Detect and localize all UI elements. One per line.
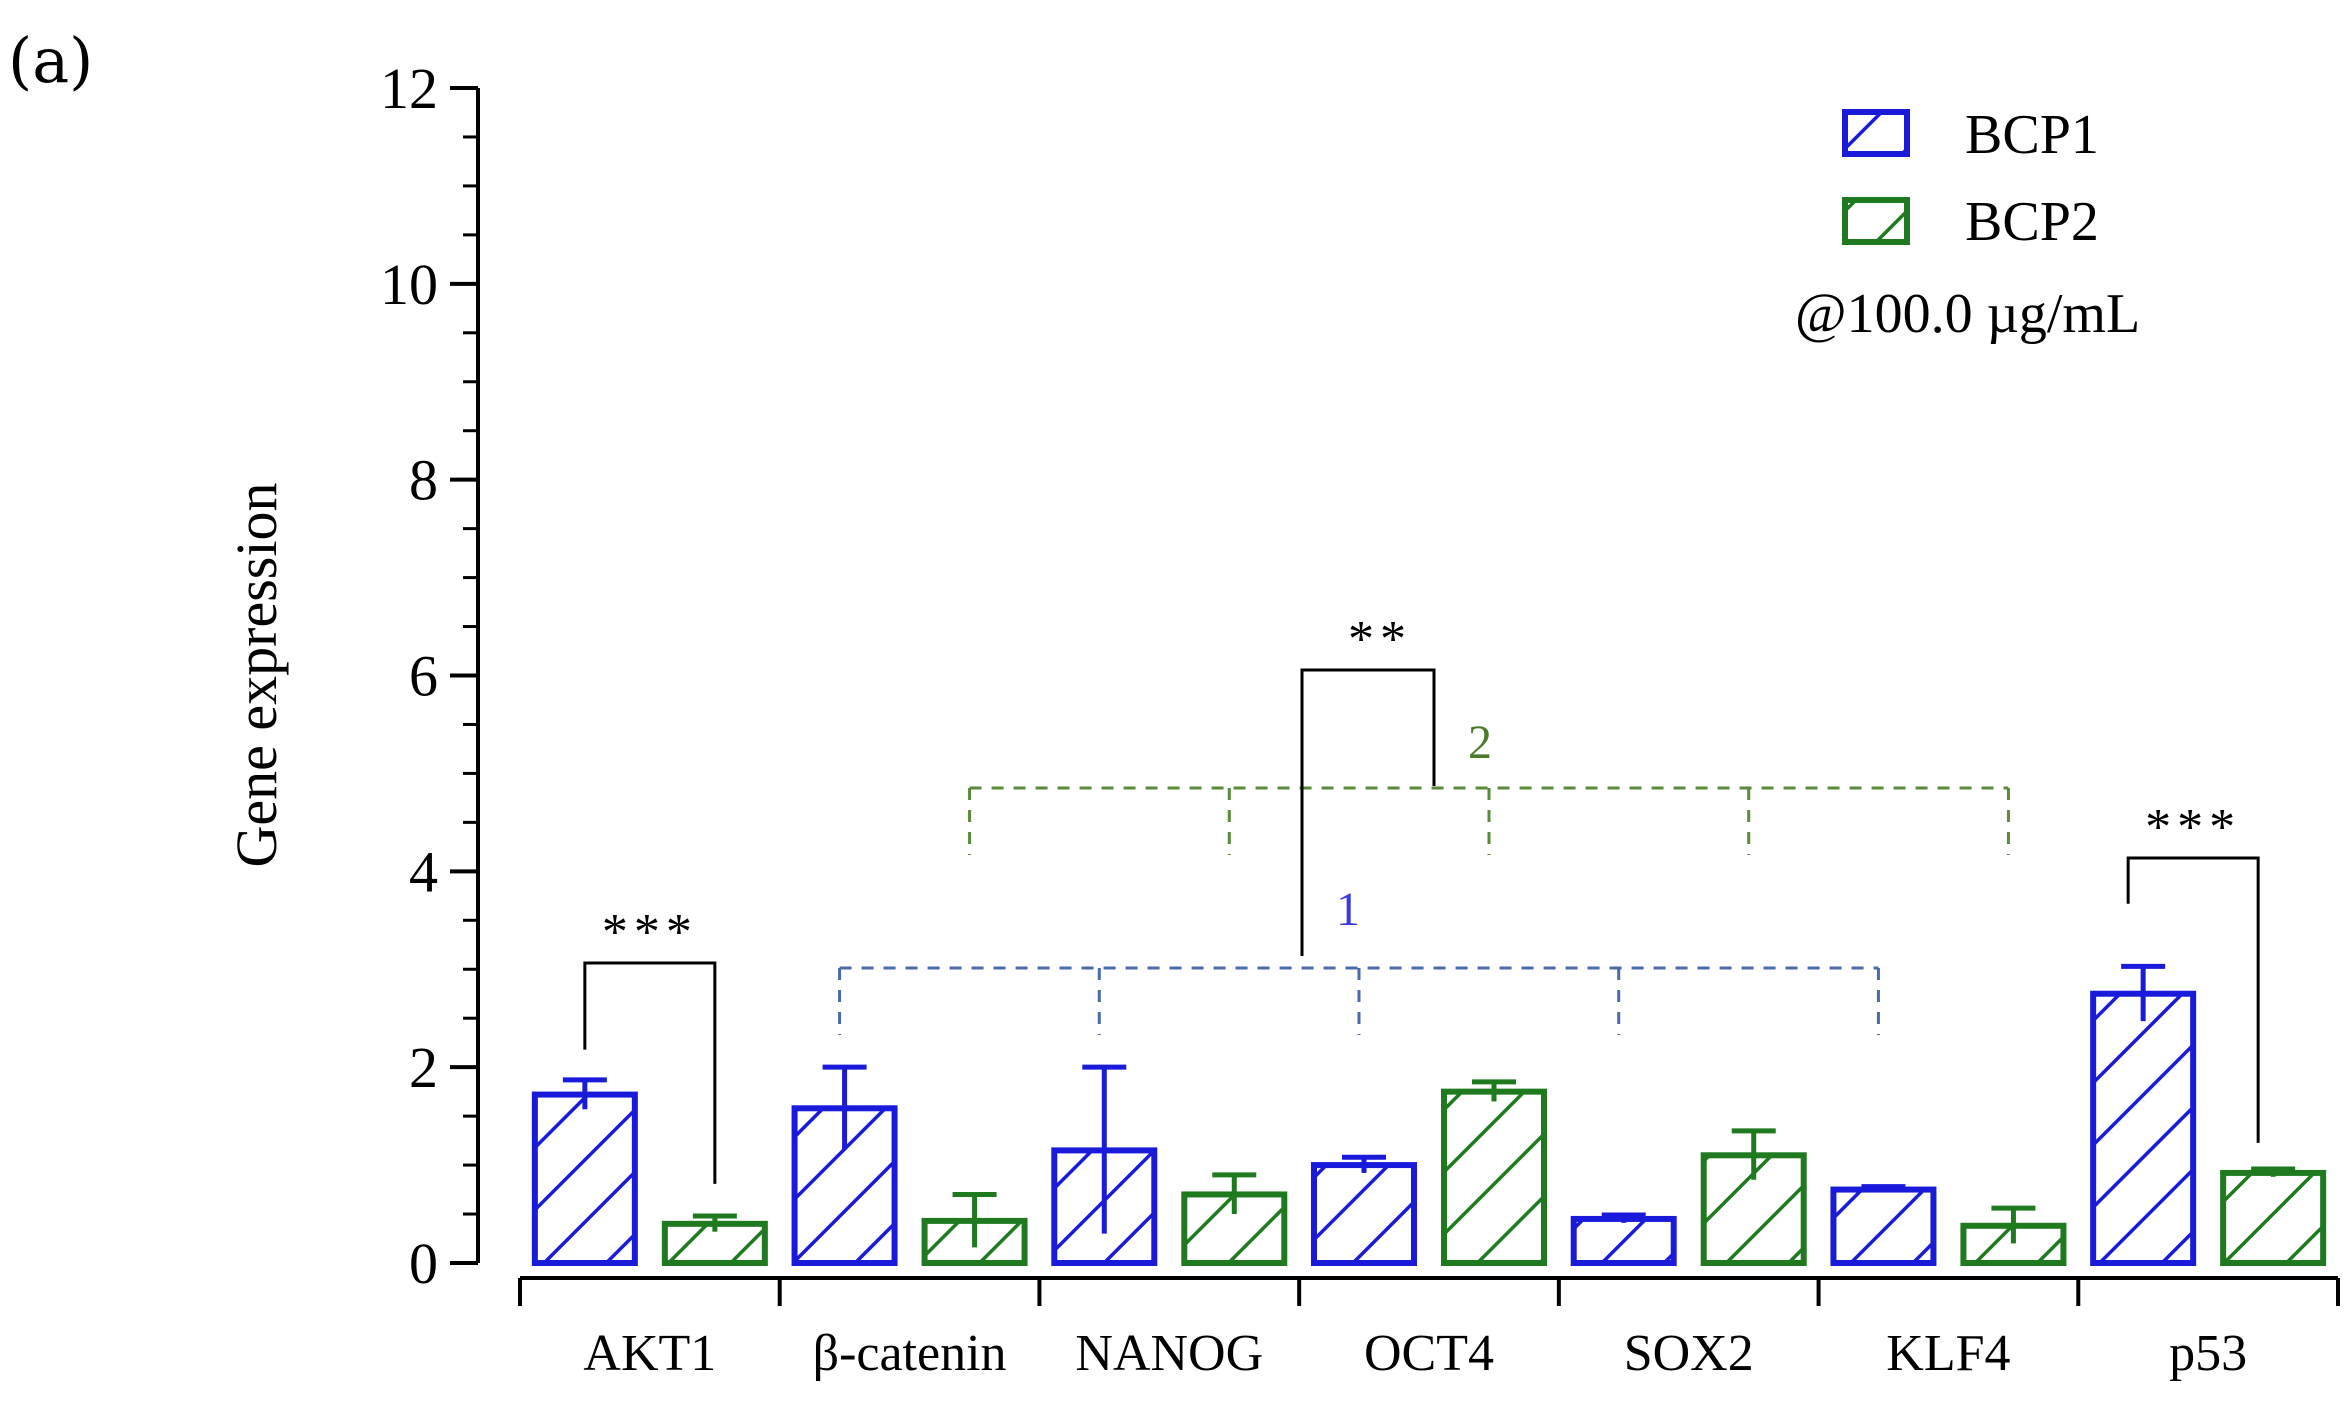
bars-layer <box>531 963 2327 1267</box>
legend-note: @100.0 µg/mL <box>1795 283 2140 345</box>
bar-bcp2-oct4 <box>1441 1088 1547 1267</box>
annotations-layer: 12******** <box>583 611 2260 1184</box>
y-tick-label: 0 <box>409 1231 438 1296</box>
legend-label-bcp1: BCP1 <box>1965 104 2099 166</box>
sig-label-groups: ** <box>1348 611 1412 668</box>
bar-bcp1-klf4 <box>1830 1186 1937 1266</box>
legend-swatch-bcp2 <box>1842 197 1910 245</box>
legend-swatch-bcp1 <box>1842 109 1910 157</box>
bar-bcp1-p53 <box>2090 990 2197 1267</box>
bar-bcp1-β-catenin <box>791 1105 898 1266</box>
legend-label-bcp2: BCP2 <box>1965 191 2099 253</box>
sig-bracket-p53 <box>2126 856 2260 1143</box>
x-category-label: OCT4 <box>1364 1325 1494 1382</box>
bar-bcp1-sox2 <box>1570 1215 1677 1266</box>
bar-bcp2-p53 <box>2220 1169 2327 1266</box>
x-category-label: p53 <box>2169 1325 2247 1382</box>
sig-label-akt1: *** <box>602 904 698 961</box>
y-tick-label: 8 <box>409 448 438 513</box>
y-tick-label: 6 <box>409 644 438 709</box>
y-tick-label: 2 <box>409 1035 438 1100</box>
x-category-label: KLF4 <box>1886 1325 2010 1382</box>
y-tick-label: 4 <box>409 839 438 904</box>
x-category-label: β-catenin <box>813 1325 1007 1382</box>
x-category-label: SOX2 <box>1624 1325 1754 1382</box>
sig-label-p53: *** <box>2145 799 2241 856</box>
group2-label: 2 <box>1468 716 1492 769</box>
y-tick-label: 10 <box>380 252 438 317</box>
bar-bcp1-akt1 <box>531 1091 638 1267</box>
x-category-label: AKT1 <box>583 1325 716 1382</box>
group1-label: 1 <box>1336 883 1360 936</box>
sig-bracket-groups <box>1300 668 1436 956</box>
y-axis-title: Gene expression <box>224 483 289 868</box>
bar-bcp1-oct4 <box>1311 1162 1417 1267</box>
x-category-label: NANOG <box>1075 1325 1263 1382</box>
panel-label: (a) <box>8 24 93 97</box>
y-tick-label: 12 <box>380 56 438 121</box>
sig-bracket-akt1 <box>583 961 717 1184</box>
legend: BCP1 BCP2 @100.0 µg/mL <box>1795 104 2140 345</box>
